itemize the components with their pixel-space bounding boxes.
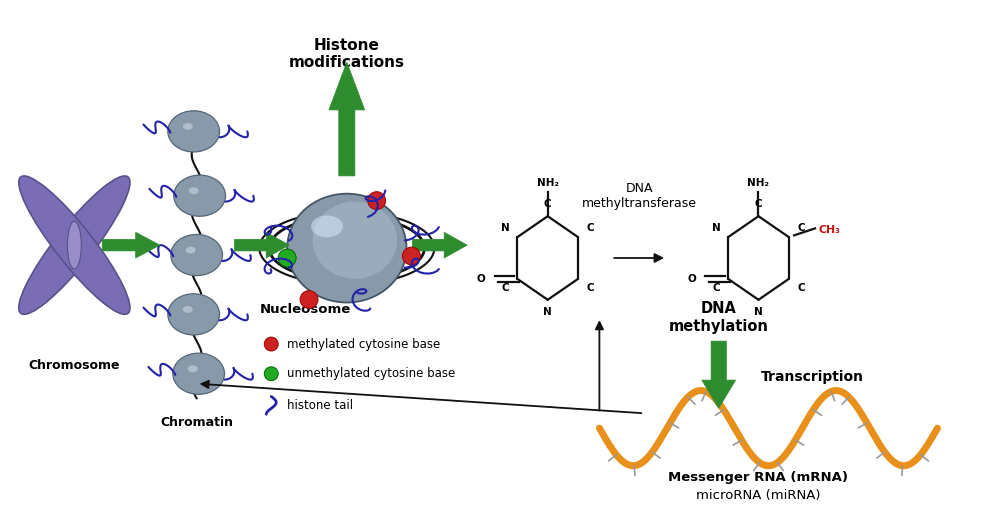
Ellipse shape [182, 306, 192, 313]
Text: methylated cytosine base: methylated cytosine base [287, 337, 441, 351]
Text: C: C [798, 283, 805, 293]
Text: C: C [712, 283, 720, 293]
Text: N: N [712, 224, 721, 233]
Circle shape [368, 192, 386, 210]
Text: Messenger RNA (mRNA): Messenger RNA (mRNA) [669, 471, 849, 484]
Circle shape [300, 290, 318, 308]
Ellipse shape [168, 111, 220, 152]
Ellipse shape [182, 123, 192, 130]
Circle shape [264, 337, 278, 351]
Ellipse shape [185, 247, 195, 253]
Text: microRNA (miRNA): microRNA (miRNA) [696, 489, 820, 502]
Circle shape [402, 247, 420, 265]
Ellipse shape [19, 176, 130, 314]
Text: C: C [587, 283, 595, 293]
Text: C: C [544, 199, 551, 209]
Text: Nucleosome: Nucleosome [259, 303, 351, 316]
Text: O: O [687, 274, 696, 284]
Polygon shape [329, 62, 365, 176]
Text: DNA
methyltransferase: DNA methyltransferase [582, 182, 697, 210]
Ellipse shape [313, 201, 397, 279]
Polygon shape [702, 341, 736, 408]
Text: Chromatin: Chromatin [160, 416, 233, 430]
Polygon shape [235, 232, 289, 258]
Text: DNA
methylation: DNA methylation [669, 301, 769, 334]
Polygon shape [103, 232, 160, 258]
Text: C: C [501, 283, 509, 293]
Text: C: C [798, 224, 805, 233]
Ellipse shape [168, 294, 220, 335]
Circle shape [278, 249, 296, 267]
Polygon shape [412, 232, 467, 258]
Text: Histone
modifications: Histone modifications [289, 38, 405, 71]
Text: NH₂: NH₂ [747, 178, 769, 188]
Text: Chromosome: Chromosome [29, 359, 120, 372]
Text: CH₃: CH₃ [818, 225, 840, 235]
Circle shape [264, 367, 278, 381]
Text: NH₂: NH₂ [536, 178, 559, 188]
Text: unmethylated cytosine base: unmethylated cytosine base [287, 367, 456, 380]
Ellipse shape [171, 234, 223, 276]
Ellipse shape [67, 221, 81, 269]
Ellipse shape [19, 176, 130, 314]
Ellipse shape [173, 353, 225, 394]
Text: Transcription: Transcription [760, 370, 864, 384]
Text: C: C [754, 199, 762, 209]
Text: O: O [476, 274, 485, 284]
Ellipse shape [174, 175, 226, 216]
Ellipse shape [188, 187, 198, 194]
Text: N: N [501, 224, 510, 233]
Ellipse shape [287, 194, 406, 302]
Text: N: N [754, 307, 763, 317]
Text: N: N [543, 307, 552, 317]
Text: C: C [587, 224, 595, 233]
Ellipse shape [311, 215, 343, 237]
Text: histone tail: histone tail [287, 399, 353, 412]
Ellipse shape [187, 365, 197, 372]
